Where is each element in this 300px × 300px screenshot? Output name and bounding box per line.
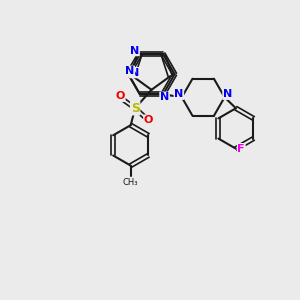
Text: N: N xyxy=(130,68,139,78)
Text: N: N xyxy=(174,89,184,99)
Text: S: S xyxy=(130,102,140,115)
Text: F: F xyxy=(238,144,245,154)
Text: CH₃: CH₃ xyxy=(123,178,138,187)
Text: O: O xyxy=(144,115,153,125)
Text: O: O xyxy=(116,91,125,101)
Text: N: N xyxy=(160,92,169,102)
Text: N: N xyxy=(130,46,139,56)
Text: N: N xyxy=(125,66,134,76)
Text: N: N xyxy=(223,89,232,99)
